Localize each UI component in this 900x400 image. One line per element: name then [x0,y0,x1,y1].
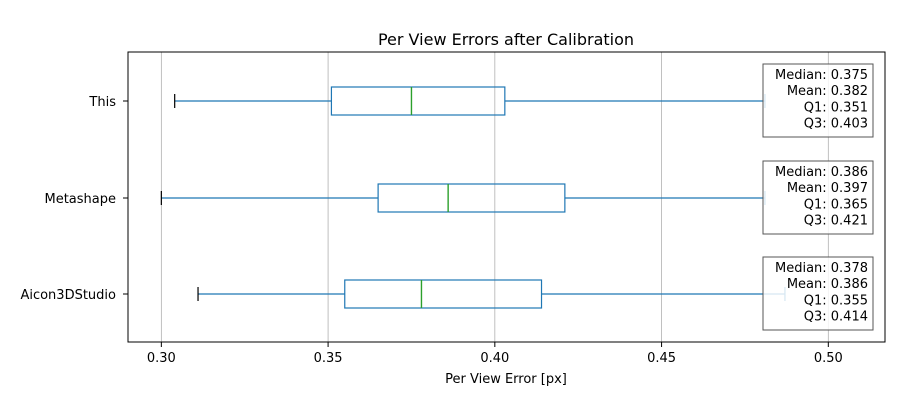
stats-line-2-2: Q1: 0.355 [804,293,868,308]
stats-box-1 [762,160,874,235]
stats-line-0-0: Median: 0.375 [775,68,868,83]
iqr-box-0 [330,86,506,116]
stats-line-1-3: Q3: 0.421 [804,214,868,229]
stats-line-1-1: Mean: 0.397 [787,181,868,196]
stats-line-0-2: Q1: 0.351 [804,100,868,115]
x-tick-label-0: 0.30 [147,351,176,366]
x-tick-label-3: 0.45 [647,351,676,366]
plot-frame [127,51,886,343]
box-group-1 [160,183,766,213]
y-tick-label-1: Metashape [44,192,116,207]
stats-line-1-0: Median: 0.386 [775,165,868,180]
axes: 0.30 0.35 0.40 0.45 0.50 This Metashape Aicon3D… [20,51,886,366]
chart-title: Per View Errors after Calibration [378,30,634,49]
y-tick-label-0: This [88,95,116,110]
stats-line-2-1: Mean: 0.386 [787,277,868,292]
x-tick-label-2: 0.40 [480,351,509,366]
iqr-box-1 [377,183,566,213]
box-group-2 [197,279,786,309]
grid-lines [160,52,829,342]
stats-line-2-0: Median: 0.378 [775,261,868,276]
x-tick-label-1: 0.35 [314,351,343,366]
y-tick-label-2: Aicon3DStudio [20,288,116,303]
x-axis-label: Per View Error [px] [445,372,567,387]
x-tick-label-4: 0.50 [814,351,843,366]
iqr-box-2 [344,279,543,309]
box-group-0 [174,86,766,116]
stats-line-0-1: Mean: 0.382 [787,84,868,99]
boxes [160,86,786,309]
stats-line-0-3: Q3: 0.403 [804,117,868,132]
stats-line-2-3: Q3: 0.414 [804,310,868,325]
stats-box-0 [762,63,874,138]
stats-box-2 [762,256,874,331]
stats-line-1-2: Q1: 0.365 [804,197,868,212]
